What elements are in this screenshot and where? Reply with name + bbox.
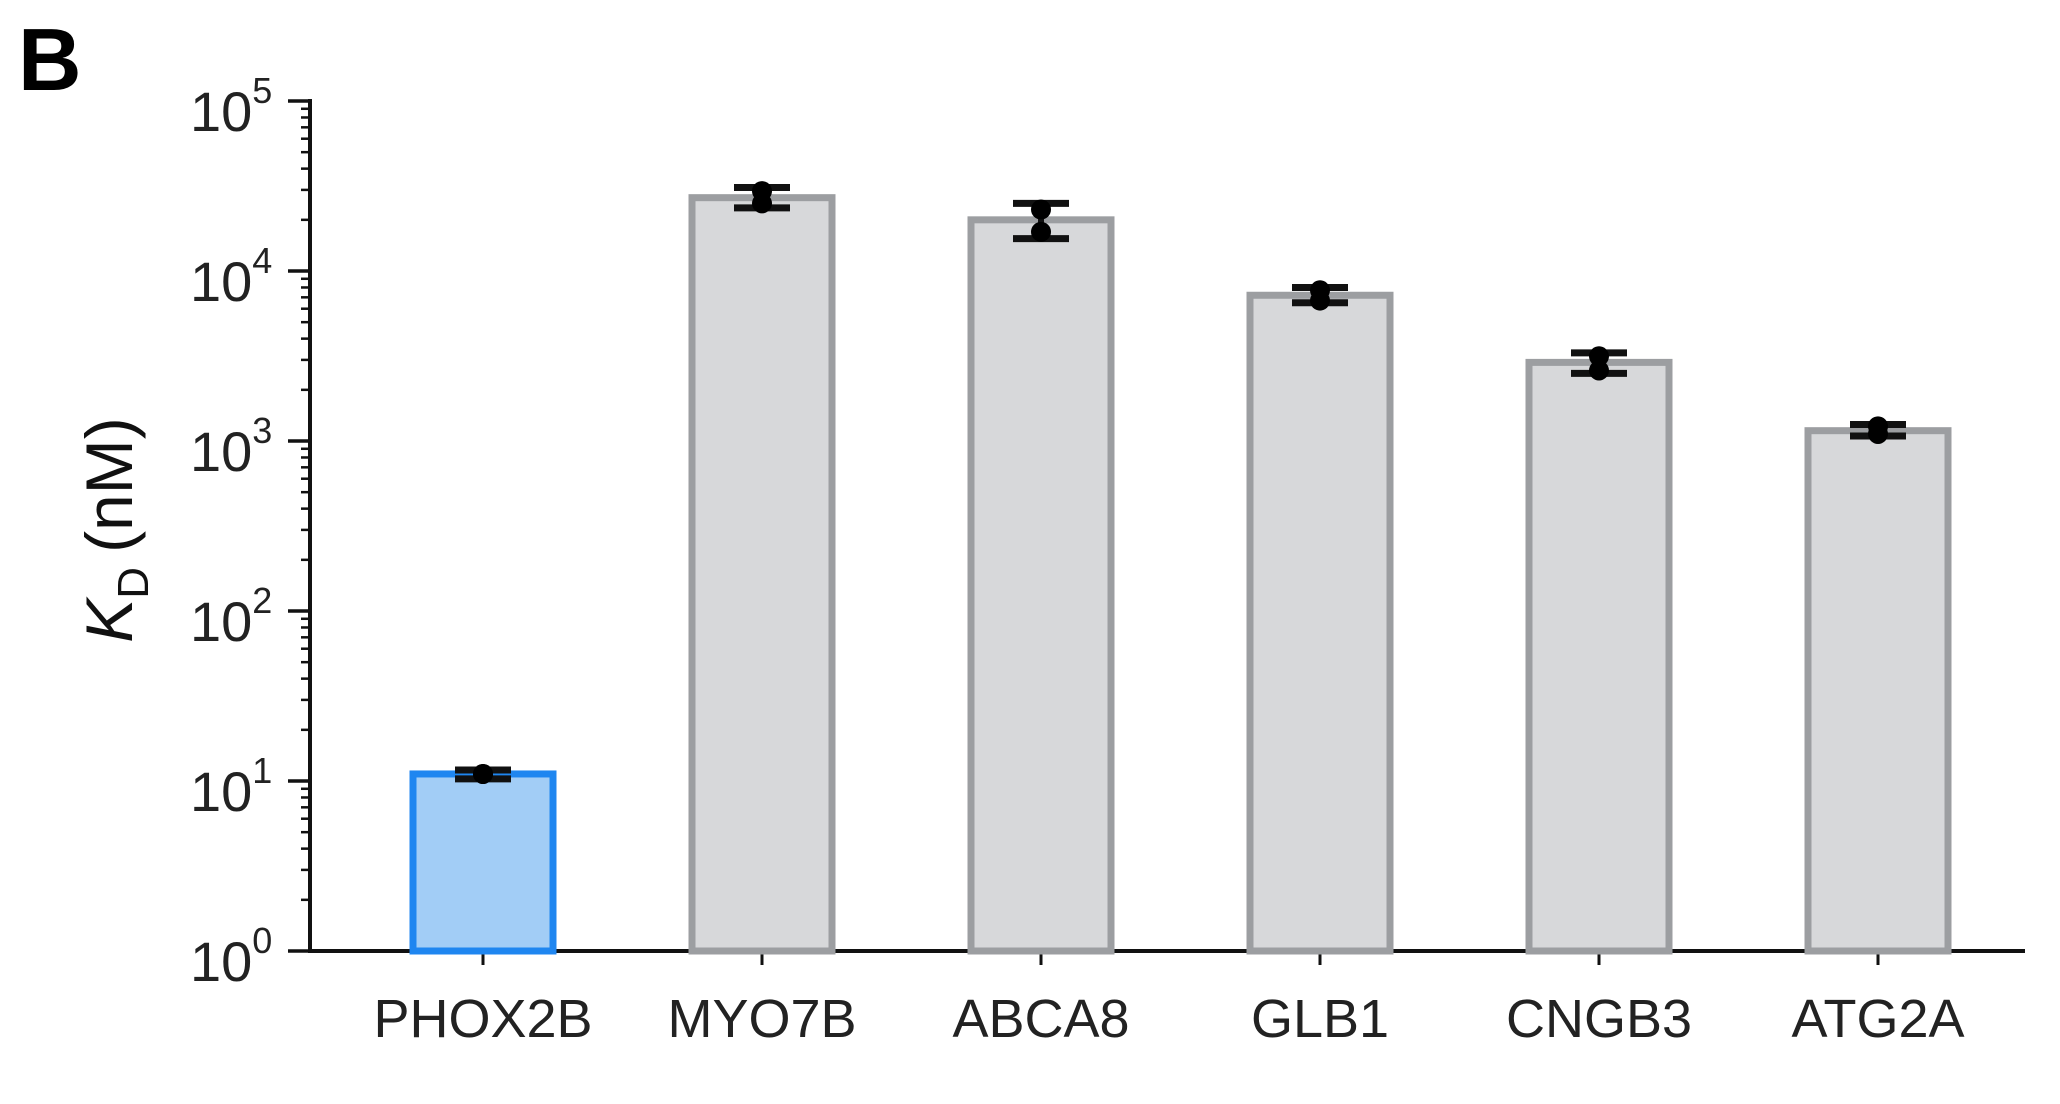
y-tick-label-exponent: 3 bbox=[252, 410, 272, 451]
y-tick-label-exponent: 0 bbox=[252, 920, 272, 961]
data-point bbox=[473, 763, 493, 784]
data-point bbox=[1031, 221, 1051, 242]
y-tick-label: 100 bbox=[190, 920, 272, 993]
x-axis bbox=[308, 949, 2025, 965]
y-tick-label-exponent: 5 bbox=[252, 70, 272, 111]
y-tick-label-base: 10 bbox=[190, 420, 252, 483]
bar-myo7b bbox=[688, 194, 836, 955]
bar-phox2b bbox=[409, 770, 557, 955]
y-tick-label-base: 10 bbox=[190, 760, 252, 823]
data-points bbox=[473, 181, 1888, 784]
data-point bbox=[1589, 360, 1609, 381]
y-axis-title: KD (nM) bbox=[72, 417, 158, 642]
error-bars bbox=[455, 183, 1906, 783]
category-label: ABCA8 bbox=[952, 989, 1129, 1049]
category-label: CNGB3 bbox=[1506, 989, 1692, 1049]
bar-glb1 bbox=[1246, 291, 1394, 955]
y-tick-label: 104 bbox=[190, 240, 272, 313]
category-label: PHOX2B bbox=[373, 989, 592, 1049]
y-tick-label-exponent: 2 bbox=[252, 580, 272, 621]
y-tick-label-base: 10 bbox=[190, 930, 252, 993]
bar-atg2a bbox=[1804, 427, 1952, 955]
category-label: ATG2A bbox=[1791, 989, 1964, 1049]
y-tick-label-base: 10 bbox=[190, 250, 252, 313]
data-point bbox=[1868, 416, 1888, 437]
data-point bbox=[752, 181, 772, 202]
bar-cngb3 bbox=[1525, 358, 1673, 955]
y-tick-label-base: 10 bbox=[190, 80, 252, 143]
category-label: GLB1 bbox=[1251, 989, 1389, 1049]
bars bbox=[409, 194, 1952, 955]
bar-abca8 bbox=[967, 216, 1115, 955]
y-tick-label-exponent: 1 bbox=[252, 750, 272, 791]
data-point bbox=[1589, 346, 1609, 367]
y-tick-label-base: 10 bbox=[190, 590, 252, 653]
y-axis-label: KD (nM) bbox=[72, 417, 158, 642]
y-axis-title-subscript: D bbox=[109, 567, 158, 599]
y-tick-label: 101 bbox=[190, 750, 272, 823]
y-tick-label: 103 bbox=[190, 410, 272, 483]
category-labels: PHOX2B MYO7B ABCA8 GLB1 CNGB3 ATG2A bbox=[373, 989, 1964, 1049]
y-axis-title-symbol: K bbox=[72, 596, 146, 643]
category-label: MYO7B bbox=[667, 989, 856, 1049]
y-tick-label: 102 bbox=[190, 580, 272, 653]
panel-label: B bbox=[18, 10, 82, 109]
data-point bbox=[1310, 280, 1330, 301]
y-tick-label: 105 bbox=[190, 70, 272, 143]
data-point bbox=[1031, 199, 1051, 220]
y-axis-title-unit: (nM) bbox=[72, 417, 146, 553]
y-tick-label-exponent: 4 bbox=[252, 240, 272, 281]
